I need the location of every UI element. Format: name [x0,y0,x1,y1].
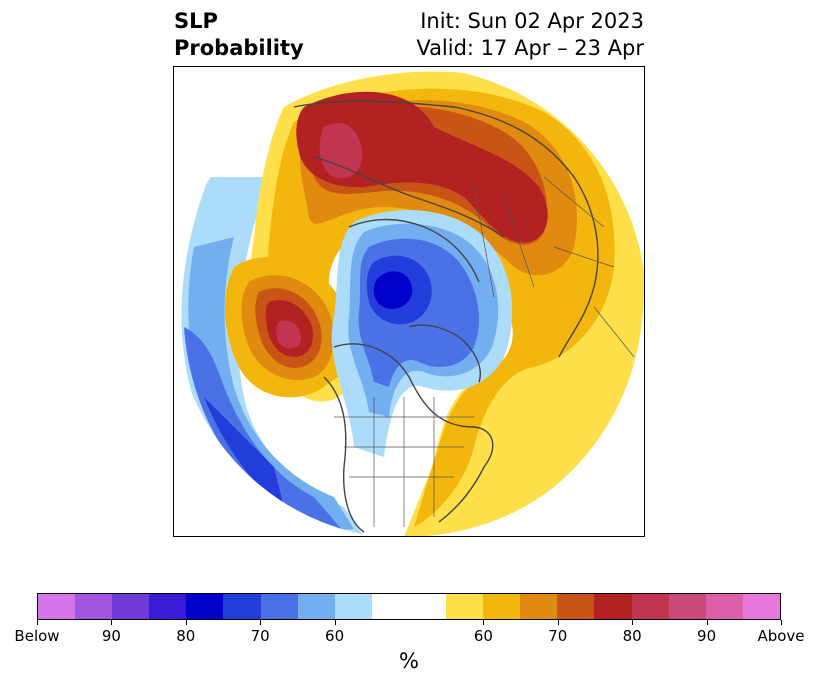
colorbar-segment [75,594,113,619]
colorbar-tick-label: 60 [325,627,345,645]
colorbar-segment [557,594,595,619]
colorbar-tickmark [781,620,782,625]
polar-map [173,66,645,537]
colorbar-segment [446,594,484,619]
colorbar-segment [371,594,409,619]
colorbar-segment [112,594,150,619]
above-region-red [296,91,548,243]
colorbar-segment [408,594,447,619]
colorbar-segment [594,594,632,619]
colorbar-tick-label: 80 [176,627,196,645]
colorbar-tick-label: 90 [101,627,121,645]
colorbar-segment [742,594,780,619]
valid-range: Valid: 17 Apr – 23 Apr [416,36,644,60]
below-region-arctic-core [373,271,413,309]
map-svg [174,67,644,536]
colorbar-tick-label: 80 [622,627,642,645]
colorbar-tick-label: 70 [548,627,568,645]
colorbar-segment [223,594,261,619]
colorbar-segment [297,594,335,619]
colorbar-segment [668,594,706,619]
colorbar-tickmark [260,620,262,625]
colorbar-tickmark [185,620,187,625]
plot-title-right: Init: Sun 02 Apr 2023 Valid: 17 Apr – 23… [416,8,644,62]
colorbar-tickmark [334,620,336,625]
colorbar-tick-label: 70 [250,627,270,645]
plot-title-left: SLP Probability [174,8,304,62]
colorbar-segment [334,594,372,619]
colorbar-segment [260,594,298,619]
title-product: Probability [174,36,304,60]
borders [334,176,635,527]
colorbar-tick-label: 90 [697,627,717,645]
colorbar-segment [631,594,669,619]
init-date: Init: Sun 02 Apr 2023 [420,9,644,33]
above-region-crimson [319,123,363,179]
colorbar-segment [149,594,187,619]
below-region-pacific-80 [204,397,284,507]
colorbar-segment [520,594,558,619]
colorbar-tickmark [632,620,634,625]
colorbar [37,593,781,620]
colorbar-tick-label: 60 [473,627,493,645]
colorbar-segment [38,594,76,619]
colorbar-tick-label: Below [14,627,60,645]
colorbar-tickmark [557,620,559,625]
above-region-alaska-crimson [276,320,302,349]
colorbar-units: % [399,649,419,673]
colorbar-tickmark [37,620,38,625]
colorbar-segment [483,594,521,619]
coastlines [293,100,599,533]
colorbar-segment [705,594,743,619]
colorbar-tickmark [111,620,113,625]
colorbar-segment [186,594,224,619]
colorbar-tick-label: Above [757,627,805,645]
title-variable: SLP [174,9,218,33]
colorbar-tickmark [483,620,485,625]
colorbar-tickmark [706,620,708,625]
